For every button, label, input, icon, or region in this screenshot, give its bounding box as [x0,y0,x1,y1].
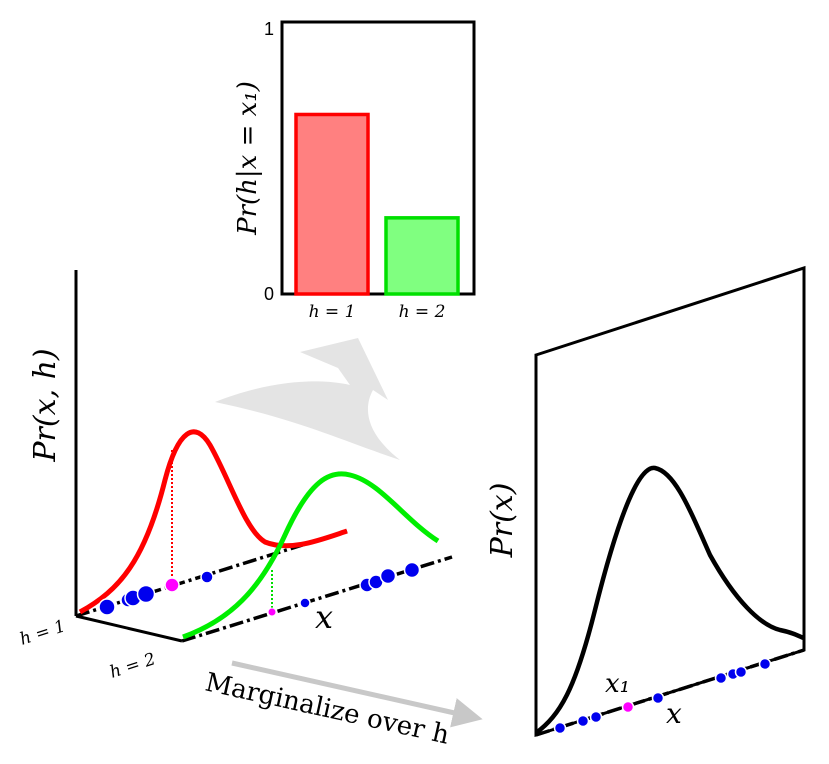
query-point-h1 [164,577,180,593]
curved-arrow-icon [215,338,400,460]
marginal-ylabel: Pr(x) [485,483,520,559]
bar-chart-frame [280,20,476,296]
data-points-h1 [98,570,214,616]
bar-h1 [294,112,370,296]
marginalize-label: Marginalize over h [202,668,452,751]
bar-h2 [384,216,460,296]
marginal-distribution-plot: Pr(x) x x₁ [485,265,806,738]
marginal-xlabel: x [666,697,682,730]
posterior-bar-chart: 1 0 h = 1 h = 2 Pr(h|x = x₁) [233,19,476,322]
ytick-0: 0 [264,284,274,304]
query-label: x₁ [605,669,630,699]
curve-h1 [78,429,348,615]
curve-h2 [182,471,440,640]
marginal-data-points [553,657,772,735]
joint-distribution-plot: Pr(x, h) x h = 1 h = 2 [17,270,453,683]
xtick-h1: h = 1 [309,302,356,322]
ytick-1: 1 [264,19,274,39]
joint-xlabel: x [315,598,333,636]
data-points-h2 [299,561,421,609]
bar-chart-ylabel: Pr(h|x = x₁) [233,81,263,236]
query-point-h2 [267,607,277,617]
h1-label: h = 1 [17,616,68,649]
query-point [621,700,635,714]
xtick-h2: h = 2 [399,302,446,322]
h2-label: h = 2 [107,649,158,682]
marginalize-arrow-icon [231,660,483,728]
joint-ylabel: Pr(x, h) [28,348,63,462]
marginal-curve [534,465,805,735]
